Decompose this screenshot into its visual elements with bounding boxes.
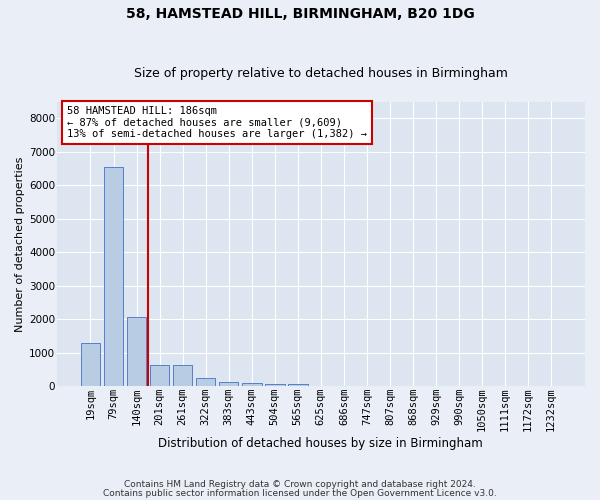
Bar — [196, 378, 215, 386]
Bar — [150, 364, 169, 386]
Bar — [80, 342, 100, 386]
Text: 58 HAMSTEAD HILL: 186sqm
← 87% of detached houses are smaller (9,609)
13% of sem: 58 HAMSTEAD HILL: 186sqm ← 87% of detach… — [67, 106, 367, 139]
Y-axis label: Number of detached properties: Number of detached properties — [15, 156, 25, 332]
Bar — [173, 364, 193, 386]
Bar — [288, 384, 308, 386]
Text: 58, HAMSTEAD HILL, BIRMINGHAM, B20 1DG: 58, HAMSTEAD HILL, BIRMINGHAM, B20 1DG — [125, 8, 475, 22]
Bar — [127, 316, 146, 386]
Bar — [242, 384, 262, 386]
Bar — [219, 382, 238, 386]
Title: Size of property relative to detached houses in Birmingham: Size of property relative to detached ho… — [134, 66, 508, 80]
Text: Contains public sector information licensed under the Open Government Licence v3: Contains public sector information licen… — [103, 490, 497, 498]
Bar — [104, 167, 124, 386]
X-axis label: Distribution of detached houses by size in Birmingham: Distribution of detached houses by size … — [158, 437, 483, 450]
Bar — [265, 384, 284, 386]
Text: Contains HM Land Registry data © Crown copyright and database right 2024.: Contains HM Land Registry data © Crown c… — [124, 480, 476, 489]
